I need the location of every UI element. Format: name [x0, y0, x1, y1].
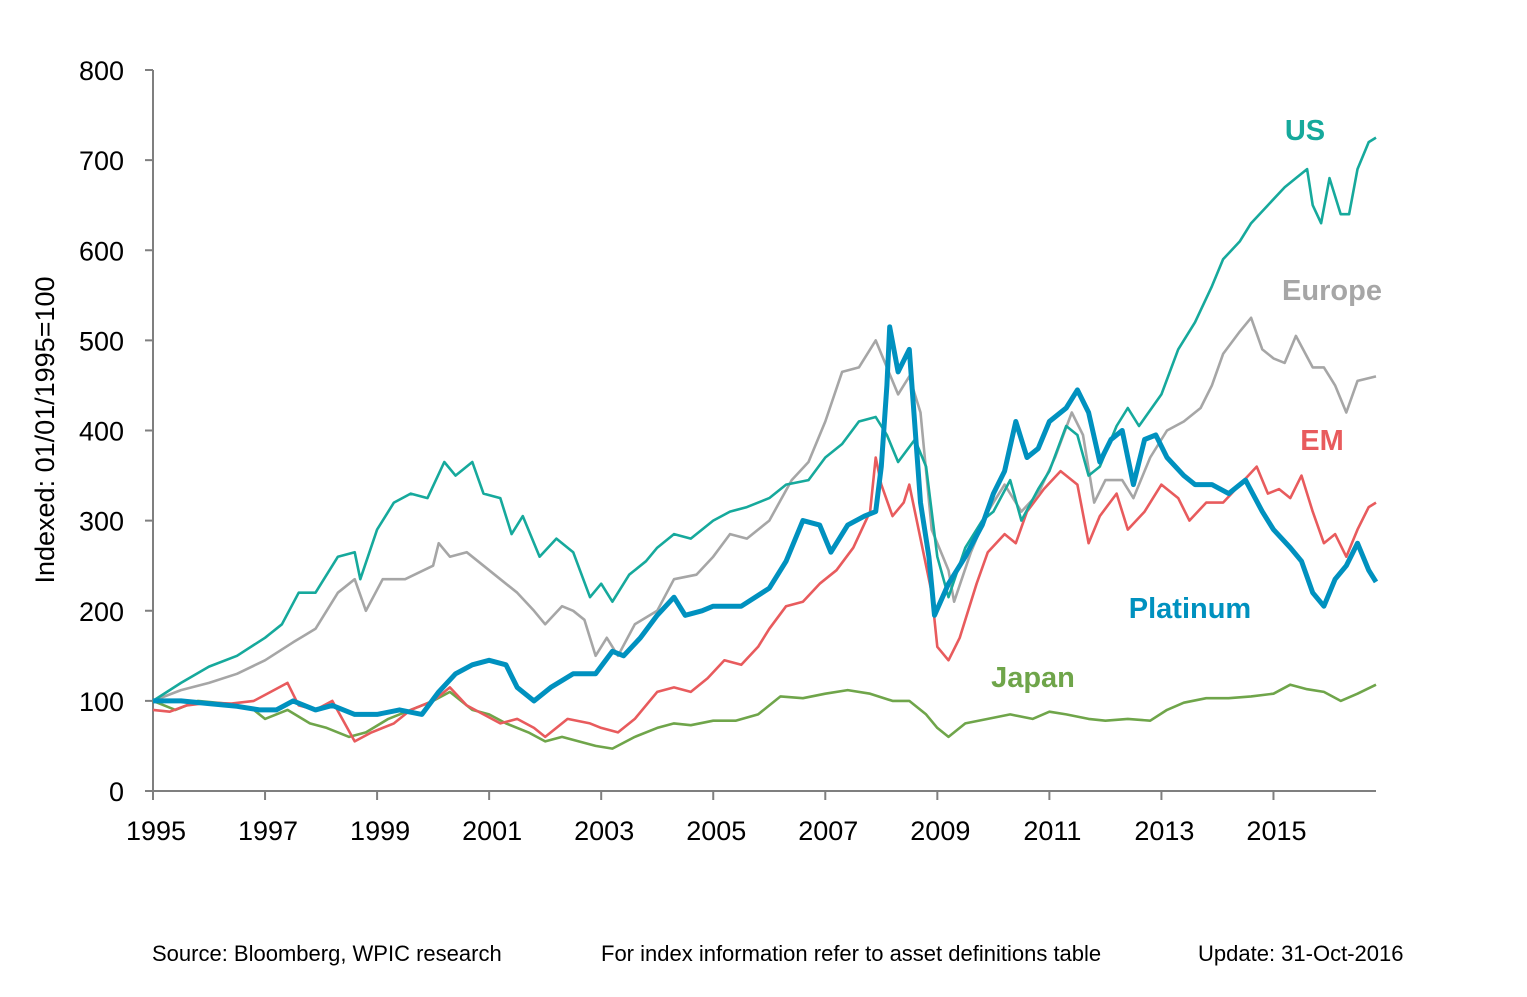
x-tick-label: 1997	[238, 816, 298, 846]
y-tick-label: 300	[79, 507, 124, 537]
x-tick-label: 1995	[126, 816, 186, 846]
x-tick-label: 2001	[462, 816, 522, 846]
series-label-europe: Europe	[1282, 275, 1382, 307]
y-tick-label: 700	[79, 146, 124, 176]
series-line-europe	[152, 316, 1377, 703]
footer-update: Update: 31-Oct-2016	[1198, 941, 1404, 966]
x-tick-label: 2015	[1246, 816, 1306, 846]
y-tick-label: 800	[79, 56, 124, 86]
y-tick-label: 0	[109, 777, 124, 807]
y-tick-label: 400	[79, 417, 124, 447]
y-axis-label: Indexed: 01/01/1995=100	[30, 276, 60, 583]
x-tick-label: 2011	[1023, 816, 1081, 846]
y-tick-label: 100	[79, 687, 124, 717]
axes	[152, 70, 1376, 792]
y-tick-label: 200	[79, 597, 124, 627]
series-label-platinum: Platinum	[1129, 593, 1251, 625]
series-label-japan: Japan	[991, 662, 1075, 694]
series-line-platinum	[153, 324, 1379, 717]
series-line-us	[152, 136, 1377, 702]
x-tick-label: 2003	[574, 816, 634, 846]
series-label-em: EM	[1300, 425, 1344, 457]
x-tick-label: 2005	[686, 816, 746, 846]
x-tick-label: 2007	[798, 816, 858, 846]
y-tick-label: 500	[79, 326, 124, 356]
y-tick-label: 600	[79, 236, 124, 266]
x-tick-label: 2009	[910, 816, 970, 846]
x-tick-label: 1999	[350, 816, 410, 846]
footer-source: Source: Bloomberg, WPIC research	[152, 941, 502, 966]
x-tick-label: 2013	[1134, 816, 1194, 846]
footer-note: For index information refer to asset def…	[601, 941, 1102, 966]
series-line-japan	[152, 683, 1377, 750]
series-label-us: US	[1285, 115, 1325, 147]
